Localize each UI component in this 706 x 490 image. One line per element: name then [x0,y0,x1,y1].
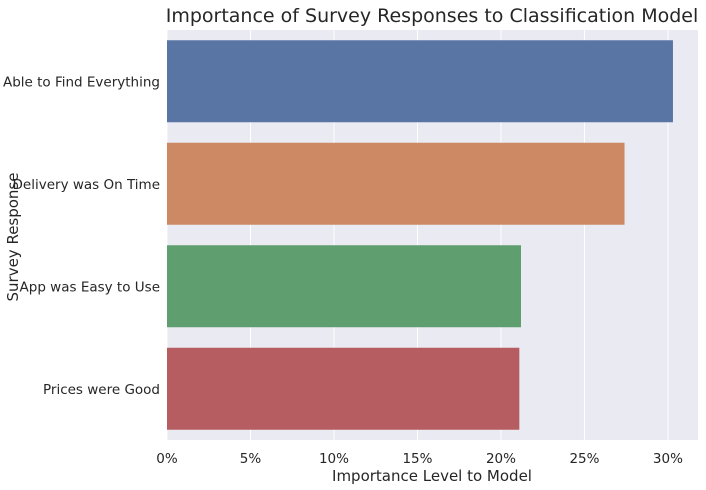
bar [167,347,520,430]
x-tick-label: 30% [653,451,683,467]
chart-title: Importance of Survey Responses to Classi… [166,5,699,27]
y-tick-label: Prices were Good [43,382,160,398]
x-tick-label: 5% [240,451,262,467]
x-axis-label: Importance Level to Model [332,467,532,485]
y-axis-label: Survey Response [4,173,22,302]
bar [167,40,673,123]
x-tick-labels: 0% 5% 10% 15% 20% 25% 30% [156,451,683,467]
bars [167,40,673,430]
x-tick-label: 20% [486,451,516,467]
x-tick-label: 15% [402,451,432,467]
x-tick-label: 10% [319,451,349,467]
x-tick-label: 0% [156,451,178,467]
bar [167,245,521,328]
x-tick-label: 25% [569,451,599,467]
y-tick-label: App was Easy to Use [20,279,160,295]
y-tick-label: Delivery was On Time [13,177,160,193]
y-tick-labels: Able to Find Everything Delivery was On T… [3,74,160,398]
y-tick-label: Able to Find Everything [3,74,160,90]
bar [167,142,625,225]
